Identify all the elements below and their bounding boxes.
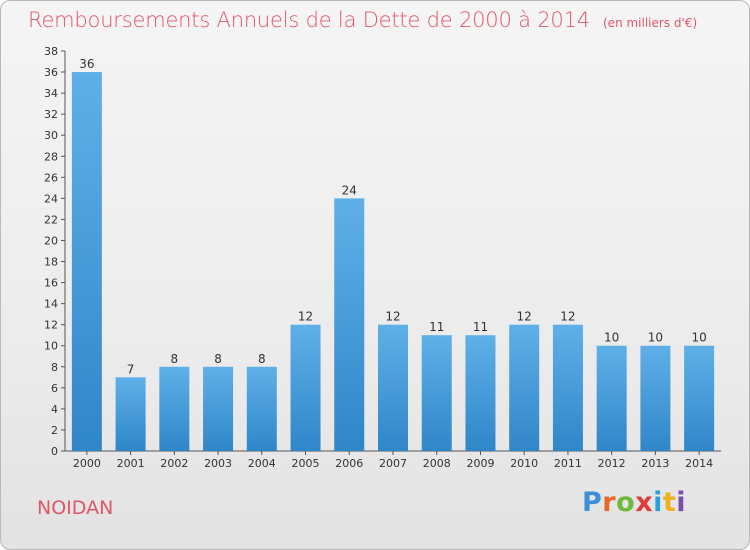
commune-name: NOIDAN (37, 497, 114, 519)
unit-label: (en milliers d'€) (603, 16, 698, 30)
y-tick-label: 20 (44, 234, 58, 247)
bar (246, 366, 277, 451)
x-tick-label: 2008 (423, 457, 451, 470)
bar (552, 324, 583, 451)
x-tick-label: 2002 (160, 457, 188, 470)
data-label: 11 (473, 320, 488, 334)
data-label: 7 (127, 362, 135, 376)
y-tick-label: 8 (51, 361, 58, 374)
y-tick-label: 4 (51, 403, 58, 416)
bars (71, 72, 715, 451)
bar (640, 345, 671, 451)
title-text: Remboursements Annuels de la Dette de 20… (28, 8, 590, 32)
y-tick-label: 30 (44, 129, 58, 142)
x-tick-label: 2000 (73, 457, 101, 470)
data-label: 10 (604, 331, 619, 345)
x-tick-label: 2014 (685, 457, 713, 470)
x-tick-label: 2003 (204, 457, 232, 470)
x-tick-label: 2013 (641, 457, 669, 470)
data-label: 12 (517, 310, 532, 324)
x-tick-label: 2006 (335, 457, 363, 470)
bar (378, 324, 408, 451)
y-tick-label: 24 (44, 192, 58, 205)
y-tick-label: 22 (44, 213, 58, 226)
y-tick-label: 10 (44, 340, 58, 353)
data-label: 8 (258, 352, 266, 366)
x-axis: 2000 2001 2002 2003 2004 2005 2006 2007 2008 2009… (65, 450, 721, 470)
bar (203, 366, 234, 451)
y-tick-label: 38 (44, 45, 58, 58)
bar (684, 345, 715, 451)
data-label: 12 (385, 310, 400, 324)
proxiti-logo: Proxiti (582, 487, 687, 518)
x-tick-label: 2011 (554, 457, 582, 470)
x-tick-label: 2004 (248, 457, 276, 470)
y-tick-label: 6 (51, 382, 58, 395)
bar (71, 72, 102, 451)
y-tick-label: 2 (51, 424, 58, 437)
bar (334, 198, 365, 451)
y-tick-label: 0 (51, 445, 58, 458)
y-tick-label: 36 (44, 66, 58, 79)
y-tick-label: 26 (44, 171, 58, 184)
bar (159, 366, 190, 451)
bar (509, 324, 540, 451)
data-label: 12 (560, 310, 575, 324)
bar (596, 345, 627, 451)
bar (290, 324, 321, 451)
bar (115, 377, 146, 451)
data-label: 8 (214, 352, 222, 366)
bar (421, 335, 452, 451)
x-tick-label: 2012 (598, 457, 626, 470)
data-label: 24 (342, 183, 357, 197)
data-label: 10 (691, 331, 706, 345)
y-tick-label: 14 (44, 298, 58, 311)
y-tick-label: 18 (44, 256, 58, 269)
bar (465, 335, 496, 451)
data-label: 10 (648, 331, 663, 345)
x-tick-label: 2010 (510, 457, 538, 470)
y-tick-label: 32 (44, 108, 58, 121)
y-tick-label: 34 (44, 87, 58, 100)
y-tick-label: 16 (44, 277, 58, 290)
y-tick-label: 28 (44, 150, 58, 163)
y-tick-label: 12 (44, 319, 58, 332)
x-tick-label: 2005 (292, 457, 320, 470)
data-label: 36 (79, 57, 94, 71)
data-label: 8 (171, 352, 179, 366)
data-labels: 36 7 8 8 8 12 24 12 11 11 12 12 10 10 10 (79, 57, 707, 376)
data-label: 12 (298, 310, 313, 324)
chart-title: Remboursements Annuels de la Dette de 20… (28, 8, 697, 32)
x-tick-label: 2009 (466, 457, 494, 470)
data-label: 11 (429, 320, 444, 334)
x-tick-label: 2007 (379, 457, 407, 470)
x-tick-label: 2001 (117, 457, 145, 470)
